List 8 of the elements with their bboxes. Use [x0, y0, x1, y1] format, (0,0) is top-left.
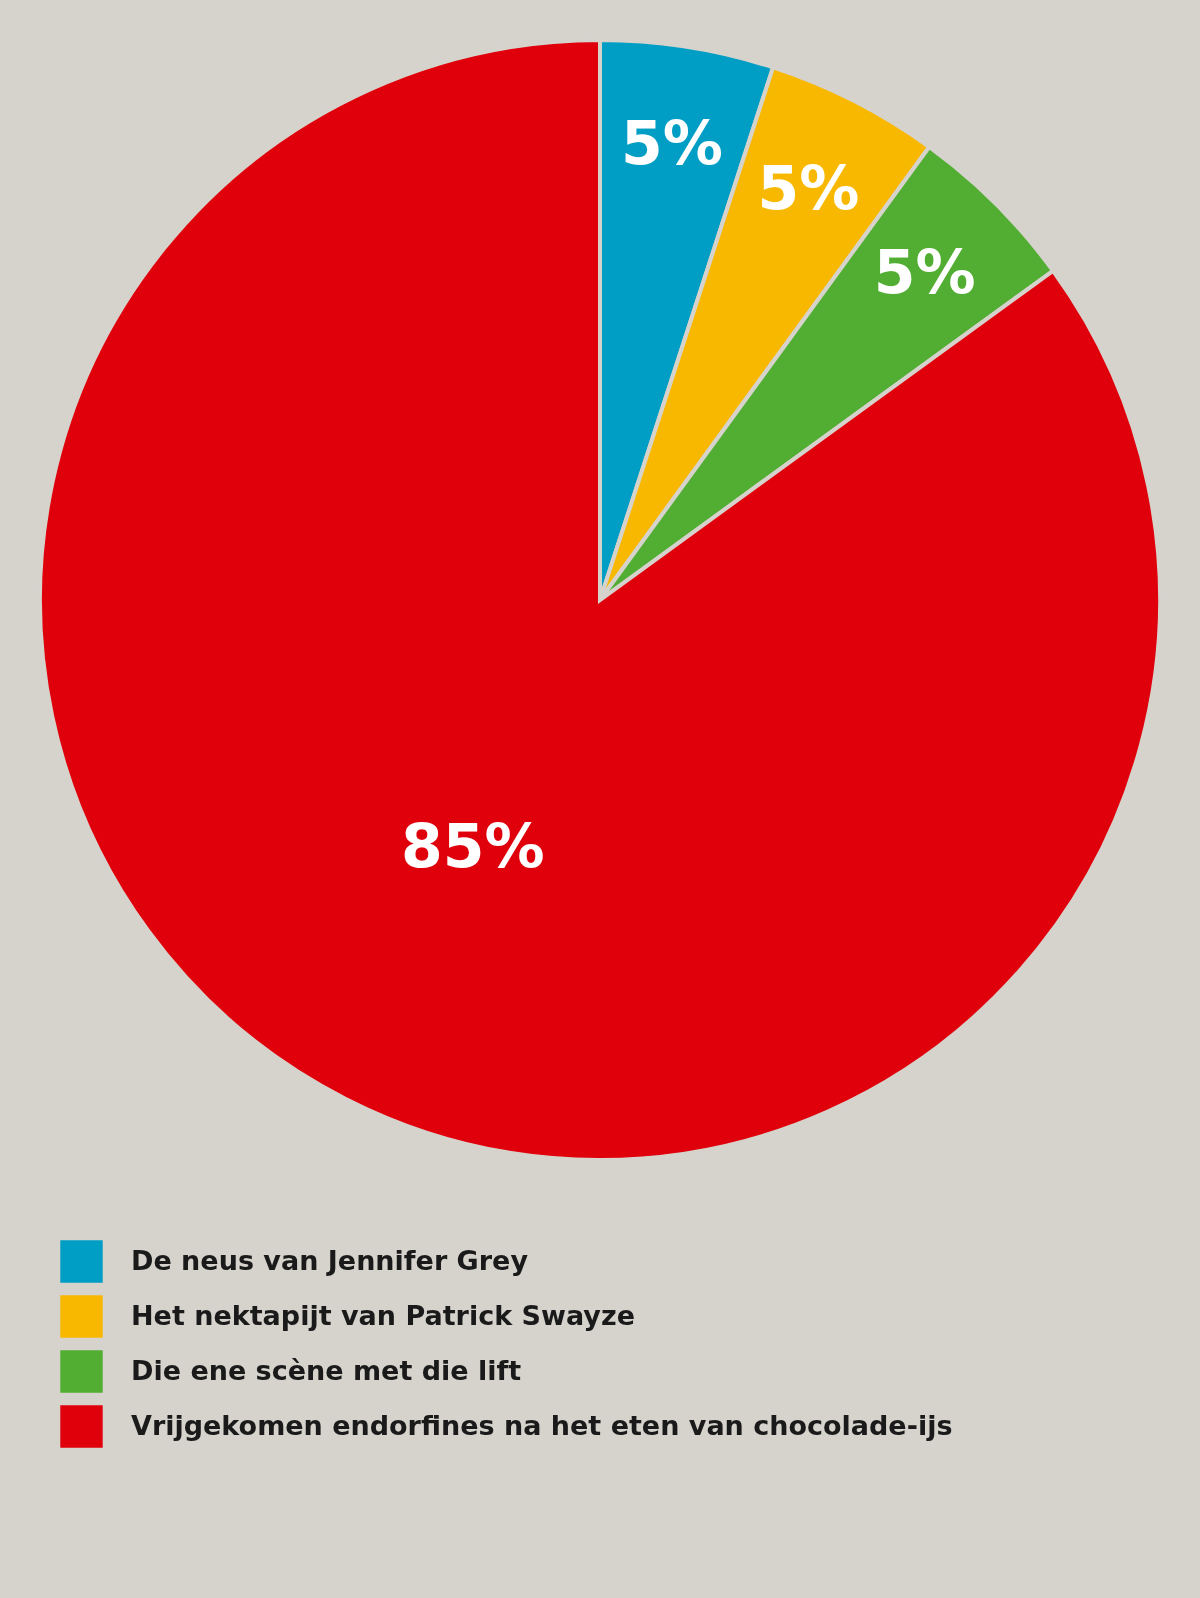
legend-label: De neus van Jennifer Grey [131, 1244, 529, 1276]
data-label: 85% [401, 811, 545, 882]
legend-label: Vrijgekomen endorfines na het eten van chocolade-ijs [131, 1409, 953, 1441]
data-label: 5% [873, 237, 976, 308]
data-label: 5% [620, 108, 723, 179]
legend-label: Die ene scène met die lift [131, 1354, 522, 1386]
legend-label: Het nektapijt van Patrick Swayze [131, 1299, 635, 1331]
data-label: 5% [757, 152, 860, 223]
